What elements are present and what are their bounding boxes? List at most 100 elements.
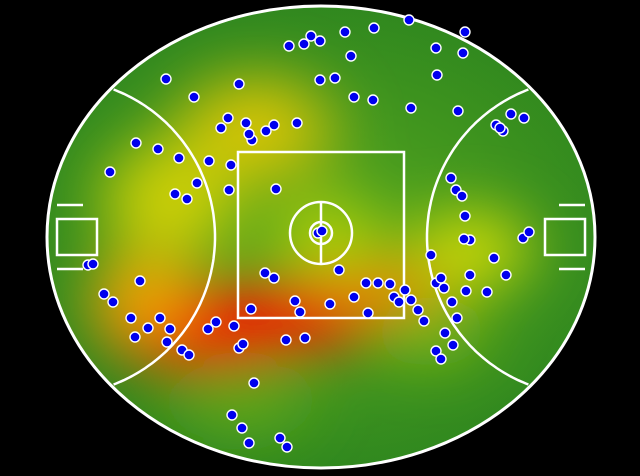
data-point — [439, 327, 451, 339]
right-goal-square — [543, 217, 587, 257]
right-50m-arc — [425, 88, 529, 386]
data-point — [134, 275, 146, 287]
data-point — [237, 338, 249, 350]
data-point — [169, 188, 181, 200]
data-point — [283, 40, 295, 52]
data-point — [438, 282, 450, 294]
data-point — [458, 233, 470, 245]
data-point — [316, 225, 328, 237]
data-point — [329, 72, 341, 84]
data-point — [236, 422, 248, 434]
data-point — [291, 117, 303, 129]
data-point — [274, 432, 286, 444]
data-point — [372, 277, 384, 289]
data-point — [446, 296, 458, 308]
data-point — [457, 47, 469, 59]
data-point — [324, 298, 336, 310]
data-point — [240, 117, 252, 129]
scatter-points — [82, 14, 535, 453]
data-point — [98, 288, 110, 300]
data-point — [228, 320, 240, 332]
data-point — [107, 296, 119, 308]
data-point — [431, 69, 443, 81]
boundary-oval — [45, 4, 597, 470]
data-point — [447, 339, 459, 351]
data-point — [161, 336, 173, 348]
data-point — [494, 122, 506, 134]
data-point — [425, 249, 437, 261]
data-point — [260, 125, 272, 137]
data-point — [430, 345, 442, 357]
data-point — [412, 304, 424, 316]
data-point — [299, 332, 311, 344]
data-point — [360, 277, 372, 289]
data-point — [243, 128, 255, 140]
data-point — [333, 264, 345, 276]
data-point — [500, 269, 512, 281]
data-point — [459, 26, 471, 38]
data-point — [248, 377, 260, 389]
data-point — [104, 166, 116, 178]
data-point — [129, 331, 141, 343]
data-point — [348, 91, 360, 103]
data-point — [451, 312, 463, 324]
data-point — [160, 73, 172, 85]
data-point — [464, 269, 476, 281]
data-point — [399, 284, 411, 296]
data-point — [203, 155, 215, 167]
data-point — [393, 296, 405, 308]
data-point — [222, 112, 234, 124]
data-point — [367, 94, 379, 106]
data-point — [445, 172, 457, 184]
data-point — [183, 349, 195, 361]
data-point — [403, 14, 415, 26]
data-point — [418, 315, 430, 327]
data-point — [245, 303, 257, 315]
data-point — [215, 122, 227, 134]
data-point — [188, 91, 200, 103]
data-point — [430, 42, 442, 54]
centre-square — [236, 150, 406, 320]
data-point — [362, 307, 374, 319]
data-point — [456, 190, 468, 202]
data-point — [125, 312, 137, 324]
data-point — [488, 252, 500, 264]
left-goal-square — [55, 217, 99, 257]
data-point — [384, 278, 396, 290]
data-point — [130, 137, 142, 149]
data-point — [314, 35, 326, 47]
data-point — [243, 437, 255, 449]
data-point — [339, 26, 351, 38]
data-point — [452, 105, 464, 117]
data-point — [280, 334, 292, 346]
data-point — [348, 291, 360, 303]
data-point — [505, 108, 517, 120]
heat-blob — [74, 114, 266, 286]
data-point — [435, 353, 447, 365]
data-point — [481, 286, 493, 298]
data-point — [289, 295, 301, 307]
data-point — [518, 112, 530, 124]
data-point — [459, 210, 471, 222]
data-point — [270, 183, 282, 195]
data-point — [233, 78, 245, 90]
data-point — [142, 322, 154, 334]
data-point — [294, 306, 306, 318]
data-point — [281, 441, 293, 453]
data-point — [191, 177, 203, 189]
data-point — [345, 50, 357, 62]
data-point — [152, 143, 164, 155]
data-point — [405, 102, 417, 114]
left-50m-arc — [113, 88, 217, 386]
data-point — [87, 258, 99, 270]
data-point — [202, 323, 214, 335]
data-point — [268, 119, 280, 131]
data-point — [181, 193, 193, 205]
data-point — [405, 294, 417, 306]
data-point — [435, 272, 447, 284]
data-point — [226, 409, 238, 421]
data-point — [305, 30, 317, 42]
data-point — [523, 226, 535, 238]
